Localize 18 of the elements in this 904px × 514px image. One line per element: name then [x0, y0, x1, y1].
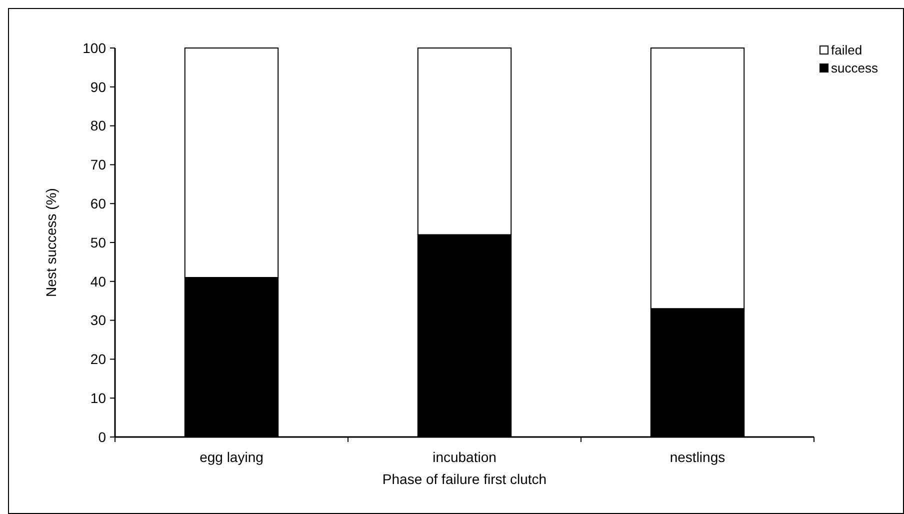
- y-tick-label: 80: [90, 118, 106, 134]
- y-tick-label: 20: [90, 351, 106, 368]
- y-tick-label: 60: [90, 196, 106, 212]
- y-tick-label: 70: [90, 156, 106, 173]
- y-tick-label: 50: [90, 234, 106, 250]
- legend-label: success: [831, 60, 878, 76]
- y-tick-label: 90: [90, 78, 106, 95]
- legend-label: failed: [831, 42, 862, 58]
- y-tick-label: 100: [82, 40, 106, 56]
- y-axis-title: Nest success (%): [43, 188, 59, 297]
- x-axis-title: Phase of failure first clutch: [382, 471, 547, 487]
- y-tick-label: 40: [90, 273, 106, 290]
- y-tick-label: 30: [90, 312, 106, 328]
- y-tick-label: 0: [98, 428, 106, 445]
- x-tick-label: incubation: [432, 449, 496, 465]
- y-tick-label: 10: [90, 390, 106, 406]
- x-tick-label: nestlings: [670, 449, 726, 465]
- x-tick-label: egg laying: [200, 449, 264, 465]
